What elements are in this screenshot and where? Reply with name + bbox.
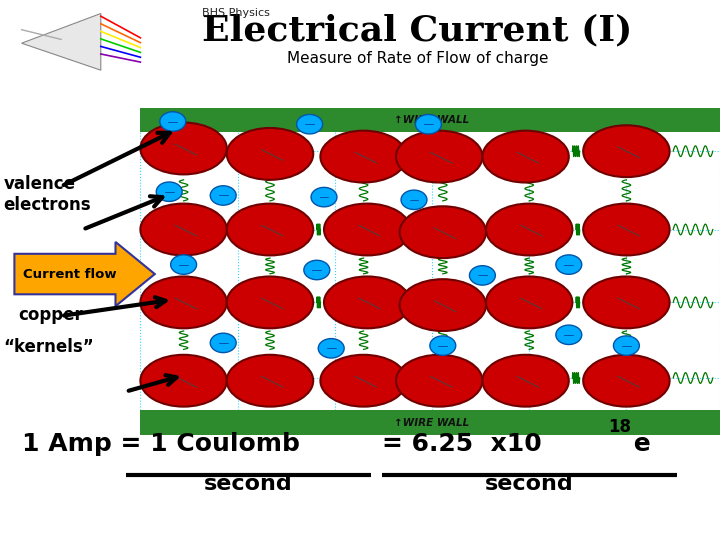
Text: “kernels”: “kernels” <box>4 339 94 356</box>
Circle shape <box>556 325 582 345</box>
Circle shape <box>304 260 330 280</box>
Circle shape <box>318 339 344 358</box>
Text: 1 Amp = 1 Coulomb: 1 Amp = 1 Coulomb <box>22 433 300 456</box>
Circle shape <box>210 333 236 353</box>
Ellipse shape <box>227 128 313 180</box>
Text: = 6.25  x10: = 6.25 x10 <box>382 433 541 456</box>
Circle shape <box>613 336 639 355</box>
Text: e: e <box>625 433 651 456</box>
Text: Measure of Rate of Flow of charge: Measure of Rate of Flow of charge <box>287 51 549 66</box>
Circle shape <box>469 266 495 285</box>
Circle shape <box>171 255 197 274</box>
Ellipse shape <box>320 131 407 183</box>
Ellipse shape <box>140 204 227 255</box>
Circle shape <box>210 186 236 205</box>
Circle shape <box>415 114 441 134</box>
Ellipse shape <box>140 355 227 407</box>
Ellipse shape <box>396 131 482 183</box>
Ellipse shape <box>486 204 572 255</box>
Text: Current flow: Current flow <box>23 267 117 281</box>
Text: valence
electrons: valence electrons <box>4 175 91 214</box>
Circle shape <box>156 182 182 201</box>
Ellipse shape <box>227 355 313 407</box>
Ellipse shape <box>400 279 486 331</box>
Ellipse shape <box>486 276 572 328</box>
Text: BHS Physics: BHS Physics <box>202 8 269 18</box>
Circle shape <box>556 255 582 274</box>
Ellipse shape <box>324 204 410 255</box>
Ellipse shape <box>400 206 486 258</box>
Ellipse shape <box>320 355 407 407</box>
Text: ↑WIRE WALL: ↑WIRE WALL <box>395 115 469 125</box>
Ellipse shape <box>583 125 670 177</box>
Bar <box>140 410 720 435</box>
Circle shape <box>297 114 323 134</box>
Text: Electrical Current (I): Electrical Current (I) <box>202 14 633 48</box>
Ellipse shape <box>482 355 569 407</box>
Text: second: second <box>204 474 293 494</box>
Circle shape <box>430 336 456 355</box>
Text: copper: copper <box>18 306 83 324</box>
Circle shape <box>311 187 337 207</box>
Polygon shape <box>14 242 155 306</box>
Ellipse shape <box>140 276 227 328</box>
Ellipse shape <box>482 131 569 183</box>
Ellipse shape <box>583 276 670 328</box>
Polygon shape <box>22 14 101 70</box>
Ellipse shape <box>140 123 227 174</box>
Text: second: second <box>485 474 574 494</box>
Text: 18: 18 <box>608 418 631 436</box>
Ellipse shape <box>324 276 410 328</box>
Ellipse shape <box>227 204 313 255</box>
Circle shape <box>401 190 427 210</box>
Ellipse shape <box>583 204 670 255</box>
Circle shape <box>160 112 186 131</box>
Ellipse shape <box>227 276 313 328</box>
Text: ↑WIRE WALL: ↑WIRE WALL <box>395 417 469 428</box>
Bar <box>140 108 720 132</box>
Ellipse shape <box>396 355 482 407</box>
Ellipse shape <box>583 355 670 407</box>
